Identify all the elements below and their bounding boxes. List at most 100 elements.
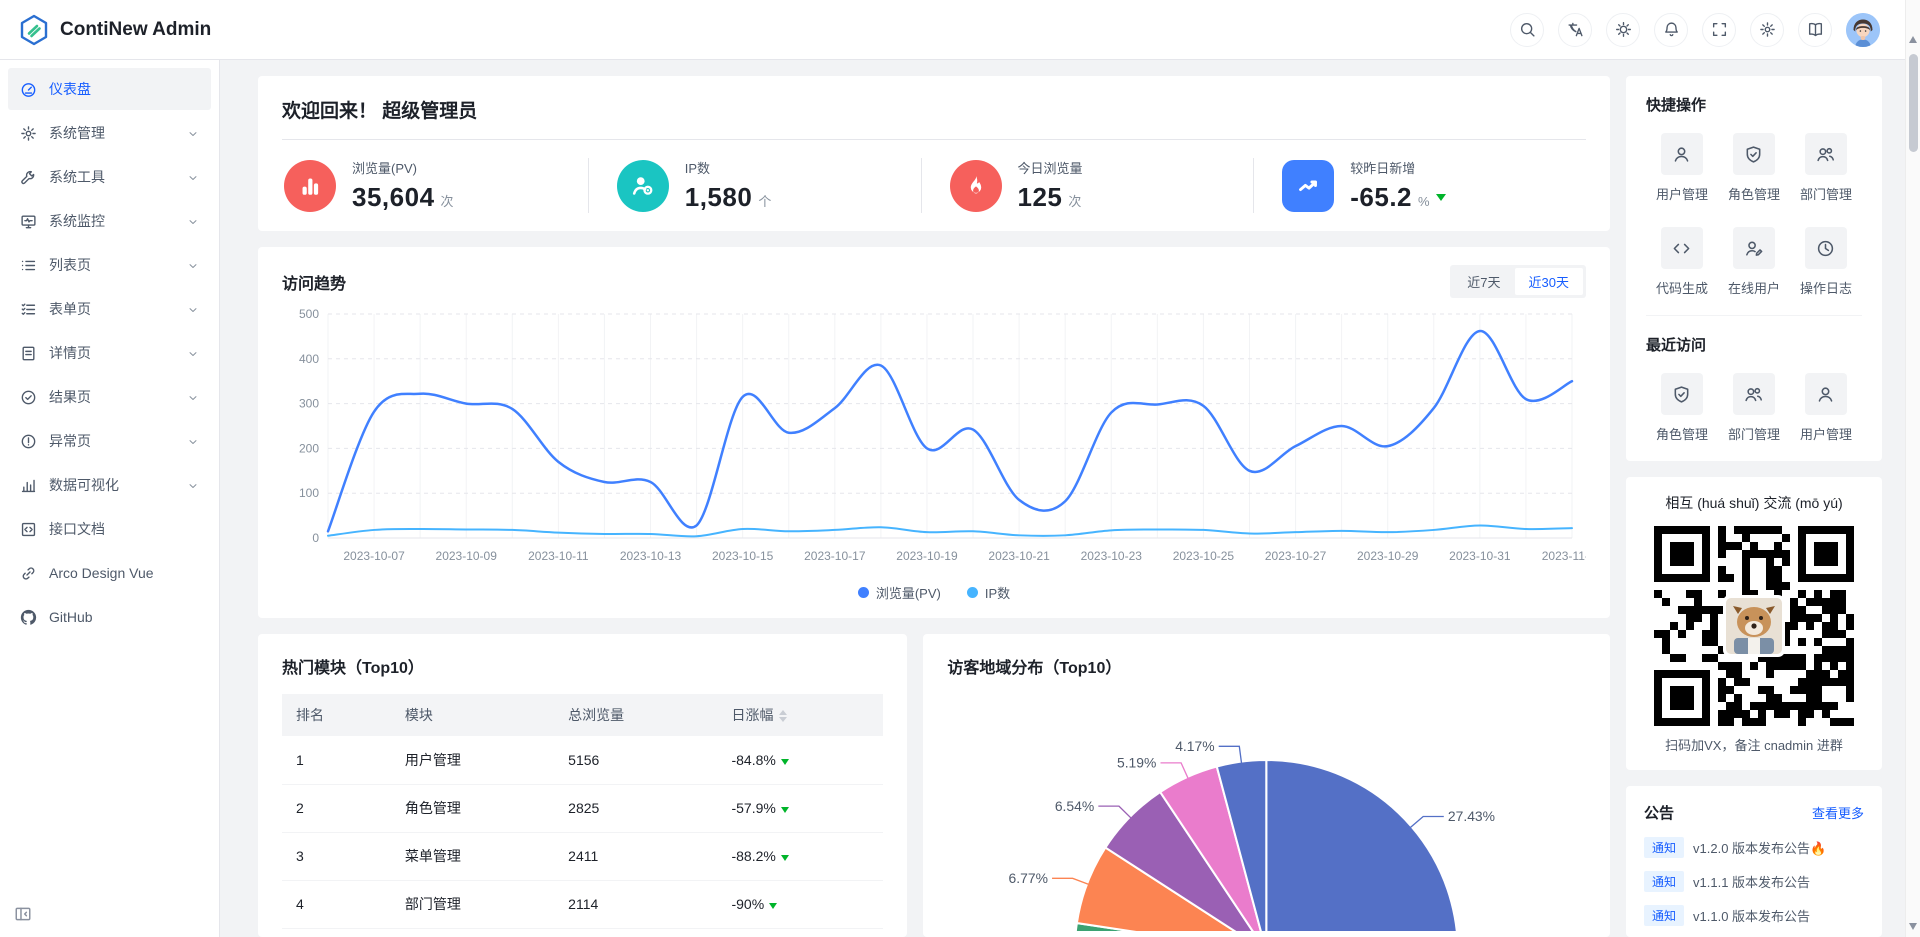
chart-icon <box>21 479 36 492</box>
quick-item-5[interactable]: 在线用户 <box>1728 227 1780 297</box>
search-button[interactable] <box>1510 12 1544 47</box>
sidebar-item-label: GitHub <box>49 609 93 625</box>
sidebar-item-8[interactable]: 结果页 <box>8 376 211 418</box>
sort-icon[interactable] <box>779 710 788 723</box>
announcement-text: v1.1.0 版本发布公告 <box>1693 909 1811 924</box>
recent-item-2[interactable]: 部门管理 <box>1728 373 1780 443</box>
sidebar-item-9[interactable]: 异常页 <box>8 420 211 462</box>
sidebar-item-3[interactable]: 系统工具 <box>8 156 211 198</box>
svg-text:6.77%: 6.77% <box>1009 870 1048 886</box>
range-option-2[interactable]: 近30天 <box>1514 268 1583 295</box>
form-icon <box>21 302 36 315</box>
sidebar-item-1[interactable]: 仪表盘 <box>8 68 211 110</box>
chevron-down-icon <box>189 132 197 136</box>
stat-unit: 个 <box>758 194 772 209</box>
svg-text:2023-10-29: 2023-10-29 <box>1357 549 1419 563</box>
sidebar-item-12[interactable]: Arco Design Vue <box>8 552 211 594</box>
sidebar-item-6[interactable]: 表单页 <box>8 288 211 330</box>
scrollbar-up-arrow[interactable] <box>1909 36 1917 43</box>
svg-text:27.43%: 27.43% <box>1448 808 1495 824</box>
team-icon <box>1817 147 1835 161</box>
table-header-4[interactable]: 日涨幅 <box>717 694 884 736</box>
quick-item-2[interactable]: 角色管理 <box>1728 133 1780 203</box>
svg-text:2023-10-21: 2023-10-21 <box>988 549 1050 563</box>
sidebar-item-label: 表单页 <box>49 301 91 317</box>
quick-item-6[interactable]: 操作日志 <box>1800 227 1852 297</box>
legend-dot <box>966 587 978 598</box>
dashboard-icon <box>21 82 36 97</box>
settings-button[interactable] <box>1750 12 1784 47</box>
link-icon <box>22 566 35 580</box>
sidebar-item-label: 系统监控 <box>49 213 105 229</box>
scrollbar-thumb[interactable] <box>1908 54 1918 152</box>
ip-user-icon <box>632 176 653 195</box>
change-down-icon <box>769 903 778 909</box>
quick-item-1[interactable]: 用户管理 <box>1656 133 1708 203</box>
scrollbar-down-arrow[interactable] <box>1909 923 1917 930</box>
sidebar-item-5[interactable]: 列表页 <box>8 244 211 286</box>
language-button[interactable] <box>1558 12 1592 47</box>
svg-text:0: 0 <box>312 531 319 545</box>
shield-check-icon <box>1747 145 1761 163</box>
table-row-2[interactable]: 2 角色管理 2825 -57.9% <box>282 784 884 833</box>
announcement-item-1[interactable]: 通知 v1.2.0 版本发布公告🔥 <box>1644 837 1864 858</box>
chevron-down-icon <box>189 176 197 180</box>
view-more-link[interactable]: 查看更多 <box>1811 806 1864 821</box>
sidebar-item-label: 结果页 <box>49 389 91 405</box>
header-actions <box>1510 12 1880 47</box>
sidebar-collapse-button[interactable] <box>14 905 36 927</box>
legend-item-1[interactable]: 浏览量(PV) <box>857 583 941 602</box>
theme-button[interactable] <box>1606 12 1640 47</box>
sidebar-item-11[interactable]: 接口文档 <box>8 508 211 550</box>
stat-label: 浏览量(PV) <box>352 161 418 176</box>
sidebar-item-2[interactable]: 系统管理 <box>8 112 211 154</box>
page-scrollbar[interactable] <box>1905 0 1920 937</box>
wrench-icon <box>21 170 35 184</box>
fullscreen-button[interactable] <box>1702 12 1736 47</box>
docs-button[interactable] <box>1798 12 1832 47</box>
svg-text:2023-10-23: 2023-10-23 <box>1081 549 1143 563</box>
recent-item-1[interactable]: 角色管理 <box>1656 373 1708 443</box>
table-row-3[interactable]: 3 菜单管理 2411 -88.2% <box>282 832 884 881</box>
detail-icon <box>22 346 35 360</box>
svg-text:4.17%: 4.17% <box>1176 738 1215 754</box>
visit-trend-chart: 0 100 200 300 400 500 2023-10-07 2023-10-09 2023… <box>282 304 1603 581</box>
announcement-item-2[interactable]: 通知 v1.1.1 版本发布公告 <box>1644 871 1864 892</box>
monitor-icon <box>21 214 36 228</box>
chevron-down-icon <box>189 264 197 268</box>
svg-text:2023-10-19: 2023-10-19 <box>896 549 958 563</box>
quick-item-3[interactable]: 部门管理 <box>1800 133 1852 203</box>
team-icon <box>1745 387 1763 401</box>
welcome-card: 欢迎回来！ 超级管理员 浏览量(PV) 35,604 次 IP数 1,580 个 今日浏览量… <box>258 76 1610 231</box>
announcement-text: v1.1.1 版本发布公告 <box>1693 875 1811 890</box>
sidebar-item-13[interactable]: GitHub <box>8 596 211 638</box>
table-row-4[interactable]: 4 部门管理 2114 -90% <box>282 880 884 929</box>
main-right-column: 快捷操作 用户管理 角色管理 部门管理 代码生成 在线用户 操作日志 最近访问 角色管理部… <box>1626 76 1882 937</box>
qr-card: 相互 (huá shuǐ) 交流 (mō yú) 扫码加VX，备注 cnadmi… <box>1626 477 1882 770</box>
sidebar-item-label: 系统工具 <box>49 169 105 185</box>
language-icon <box>1567 22 1583 37</box>
github-icon <box>20 609 37 625</box>
notification-button[interactable] <box>1654 12 1688 47</box>
table-row-1[interactable]: 1 用户管理 5156 -84.8% <box>282 736 884 785</box>
user-avatar[interactable] <box>1846 12 1880 47</box>
recent-visits-title: 最近访问 <box>1646 337 1707 354</box>
stat-unit: % <box>1418 194 1430 209</box>
app-logo[interactable]: ContiNew Admin <box>18 14 211 46</box>
announcement-item-3[interactable]: 通知 v1.1.0 版本发布公告 <box>1644 905 1864 926</box>
legend-item-2[interactable]: IP数 <box>966 583 1010 602</box>
sidebar-item-10[interactable]: 数据可视化 <box>8 464 211 506</box>
sidebar-item-7[interactable]: 详情页 <box>8 332 211 374</box>
pie-chart-svg: 27.43% 6.77% 6.54% 5.19% 4.17% <box>1009 738 1495 937</box>
sidebar-item-label: 列表页 <box>49 257 91 273</box>
sidebar-item-label: 接口文档 <box>49 521 105 537</box>
sidebar-menu: 仪表盘 系统管理系统工具系统监控列表页表单页详情页结果页异常页 数据可视化接口文档 A… <box>8 68 211 638</box>
search-icon <box>1520 22 1535 37</box>
range-option-1[interactable]: 近7天 <box>1467 275 1501 290</box>
quick-item-4[interactable]: 代码生成 <box>1656 227 1708 297</box>
recent-item-3[interactable]: 用户管理 <box>1800 373 1852 443</box>
sidebar-item-4[interactable]: 系统监控 <box>8 200 211 242</box>
settings-icon <box>1759 22 1775 37</box>
line-chart-svg: 0 100 200 300 400 500 2023-10-07 2023-10-09 2023… <box>299 307 1603 563</box>
stat-label: IP数 <box>684 161 711 176</box>
